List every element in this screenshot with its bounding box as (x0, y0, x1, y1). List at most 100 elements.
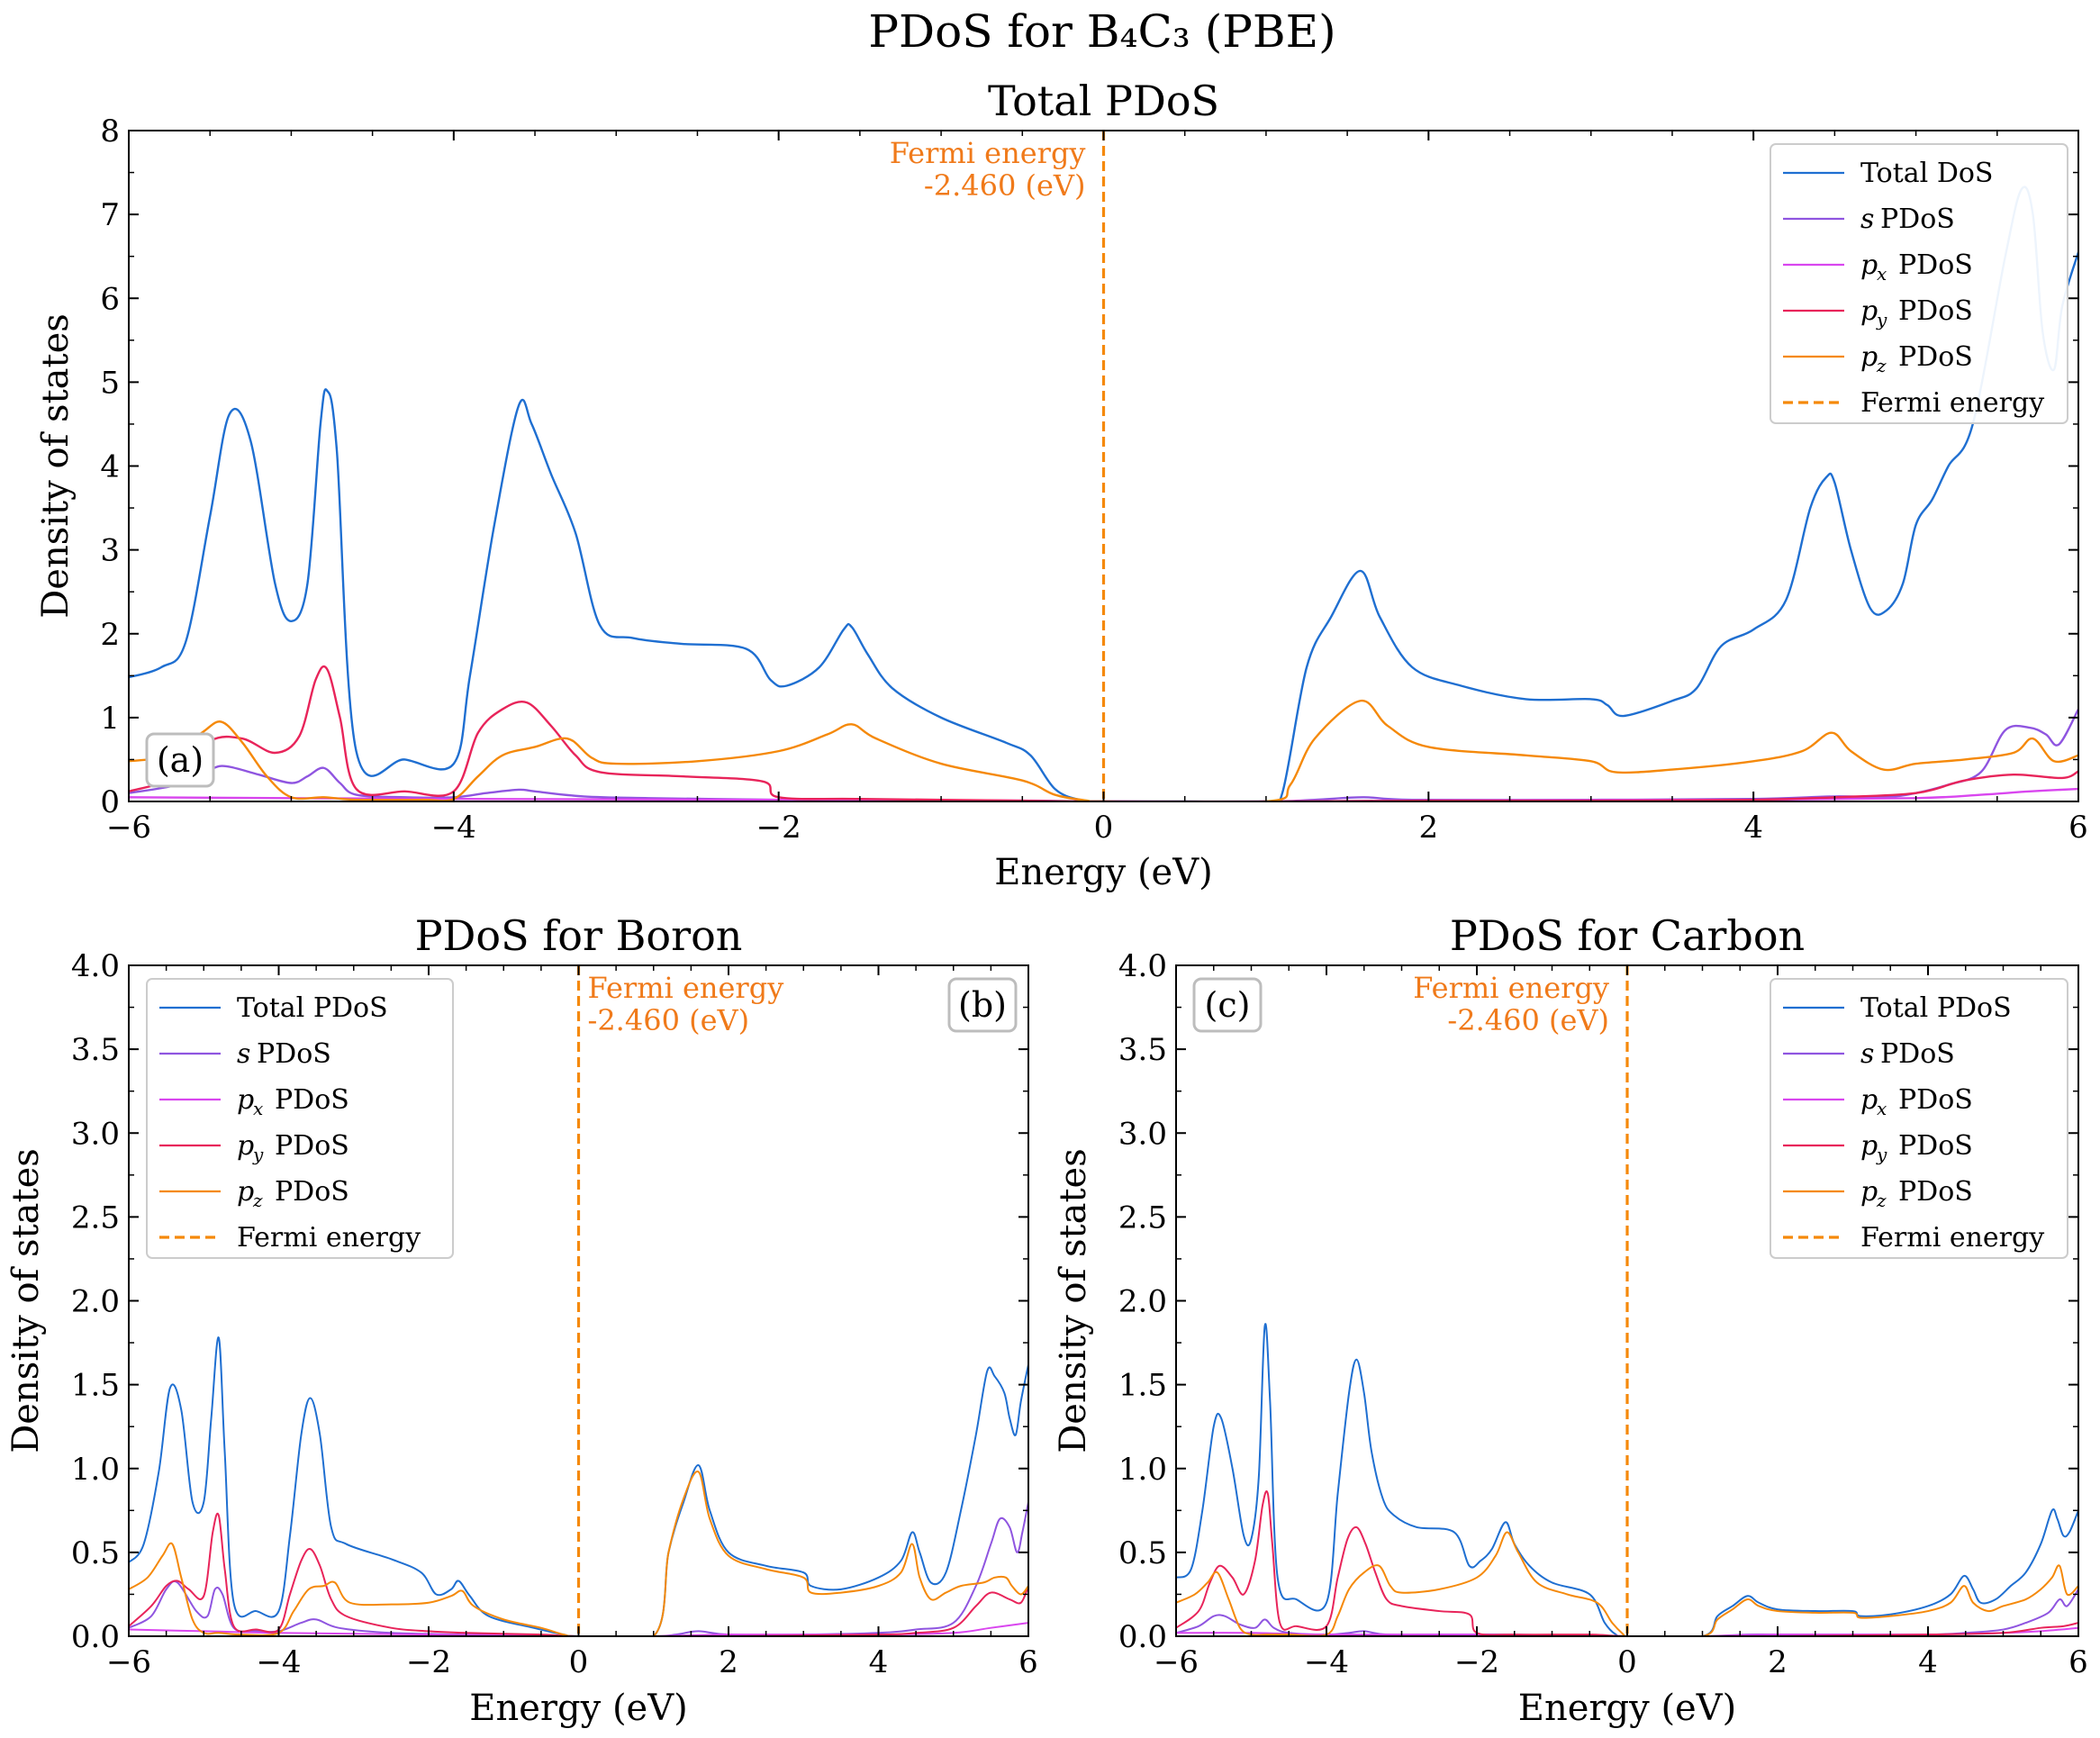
series-line-total (129, 1336, 1028, 1636)
x-tick-label: −2 (1454, 1644, 1499, 1680)
legend-p-symbol: p (237, 1176, 254, 1208)
x-tick-label: 0 (1094, 810, 1114, 846)
x-tick-label: 2 (719, 1644, 738, 1680)
legend-label-px: PDoS (1898, 249, 1973, 281)
x-tick-label: 4 (1743, 810, 1763, 846)
y-tick-label: 2.0 (71, 1284, 120, 1320)
legend-s-symbol: s (1860, 204, 1874, 235)
legend-p-symbol: p (1860, 341, 1878, 373)
legend-label-s: PDoS (1880, 1038, 1955, 1070)
legend-label-py: PDoS (1898, 295, 1973, 327)
legend-p-symbol: p (237, 1130, 254, 1162)
legend-p-symbol: p (1860, 1176, 1878, 1208)
legend-p-subscript: x (1877, 263, 1887, 285)
x-tick-label: −4 (1304, 1644, 1349, 1680)
x-tick-label: −6 (106, 1644, 151, 1680)
fermi-value: -2.460 (eV) (924, 168, 1086, 203)
y-tick-label: 2.5 (71, 1199, 120, 1236)
y-tick-label: 0.0 (1118, 1619, 1167, 1655)
legend-frame (1770, 143, 2068, 424)
legend-p-symbol: p (1860, 295, 1878, 327)
legend-p-symbol: p (237, 1084, 254, 1116)
legend-label-fermi: Fermi energy (237, 1222, 421, 1254)
y-tick-label: 1 (100, 701, 120, 737)
series-line-pz (129, 1471, 1028, 1636)
x-axis-label: Energy (eV) (1518, 1688, 1736, 1729)
y-tick-label: 3.0 (71, 1116, 120, 1152)
legend-label-fermi: Fermi energy (1860, 387, 2044, 419)
legend-p-symbol: p (1860, 1084, 1878, 1116)
legend-label-s: PDoS (1880, 204, 1955, 235)
y-tick-label: 1.5 (71, 1368, 120, 1404)
series-line-total (129, 186, 2078, 801)
y-tick-label: 6 (100, 281, 120, 317)
y-tick-label: 5 (100, 365, 120, 401)
legend-label-px: PDoS (275, 1084, 349, 1116)
x-tick-label: −4 (256, 1644, 301, 1680)
panel-title: PDoS for Boron (415, 911, 743, 960)
x-tick-label: −4 (431, 810, 476, 846)
legend-p-subscript: z (1876, 355, 1887, 376)
y-tick-label: 8 (100, 113, 120, 149)
legend-label-pz: PDoS (1898, 341, 1973, 373)
x-axis-label: Energy (eV) (469, 1688, 687, 1729)
series-group (129, 186, 2078, 801)
x-tick-label: −6 (1154, 1644, 1199, 1680)
fermi-value: -2.460 (eV) (588, 1003, 750, 1037)
y-tick-label: 3.5 (1118, 1032, 1167, 1068)
x-tick-label: 4 (1918, 1644, 1938, 1680)
legend-frame (1770, 978, 2068, 1259)
y-tick-label: 4.0 (1118, 948, 1167, 984)
x-axis-label: Energy (eV) (994, 852, 1212, 893)
legend-p-symbol: p (1860, 249, 1878, 281)
panel-label-box (947, 977, 1018, 1033)
legend-p-symbol: p (1860, 1130, 1878, 1162)
y-tick-label: 2.0 (1118, 1284, 1167, 1320)
y-tick-label: 0 (100, 784, 120, 820)
legend-p-subscript: y (252, 1144, 264, 1165)
legend-label-total: Total DoS (1860, 158, 1993, 189)
legend-p-subscript: x (1877, 1098, 1887, 1119)
legend-label-px: PDoS (1898, 1084, 1973, 1116)
x-tick-label: 4 (869, 1644, 889, 1680)
fermi-label: Fermi energy (1413, 971, 1609, 1005)
y-tick-label: 7 (100, 197, 120, 233)
x-tick-label: −2 (756, 810, 801, 846)
x-tick-label: 2 (1768, 1644, 1788, 1680)
y-tick-label: 1.0 (1118, 1452, 1167, 1488)
x-tick-label: −6 (106, 810, 151, 846)
figure-title: PDoS for B₄C₃ (PBE) (868, 5, 1335, 58)
y-tick-label: 4.0 (71, 948, 120, 984)
y-tick-label: 0.5 (71, 1535, 120, 1571)
y-tick-label: 3 (100, 533, 120, 569)
legend-frame (146, 978, 454, 1259)
series-line-py (129, 1512, 1028, 1636)
y-tick-label: 0.0 (71, 1619, 120, 1655)
legend-label-total: Total PDoS (237, 992, 388, 1024)
legend-label-total: Total PDoS (1860, 992, 2012, 1024)
legend-p-subscript: z (252, 1190, 263, 1211)
x-tick-label: −2 (406, 1644, 451, 1680)
legend-s-symbol: s (237, 1038, 250, 1070)
legend-p-subscript: y (1876, 309, 1887, 330)
y-tick-label: 3.5 (71, 1032, 120, 1068)
x-tick-label: 6 (1018, 1644, 1038, 1680)
y-tick-label: 2.5 (1118, 1199, 1167, 1236)
legend-label-py: PDoS (275, 1130, 349, 1162)
series-line-pz (129, 700, 2078, 801)
panel-label-box (145, 732, 215, 788)
legend-label-pz: PDoS (275, 1176, 349, 1208)
fermi-label: Fermi energy (588, 971, 784, 1005)
series-line-py (129, 665, 2078, 801)
x-tick-label: 6 (2068, 810, 2088, 846)
panel-label: (c) (1205, 985, 1251, 1025)
fermi-label: Fermi energy (890, 136, 1086, 170)
x-tick-label: 2 (1419, 810, 1439, 846)
x-tick-label: 0 (1617, 1644, 1637, 1680)
y-axis-label: Density of states (1053, 1148, 1094, 1453)
